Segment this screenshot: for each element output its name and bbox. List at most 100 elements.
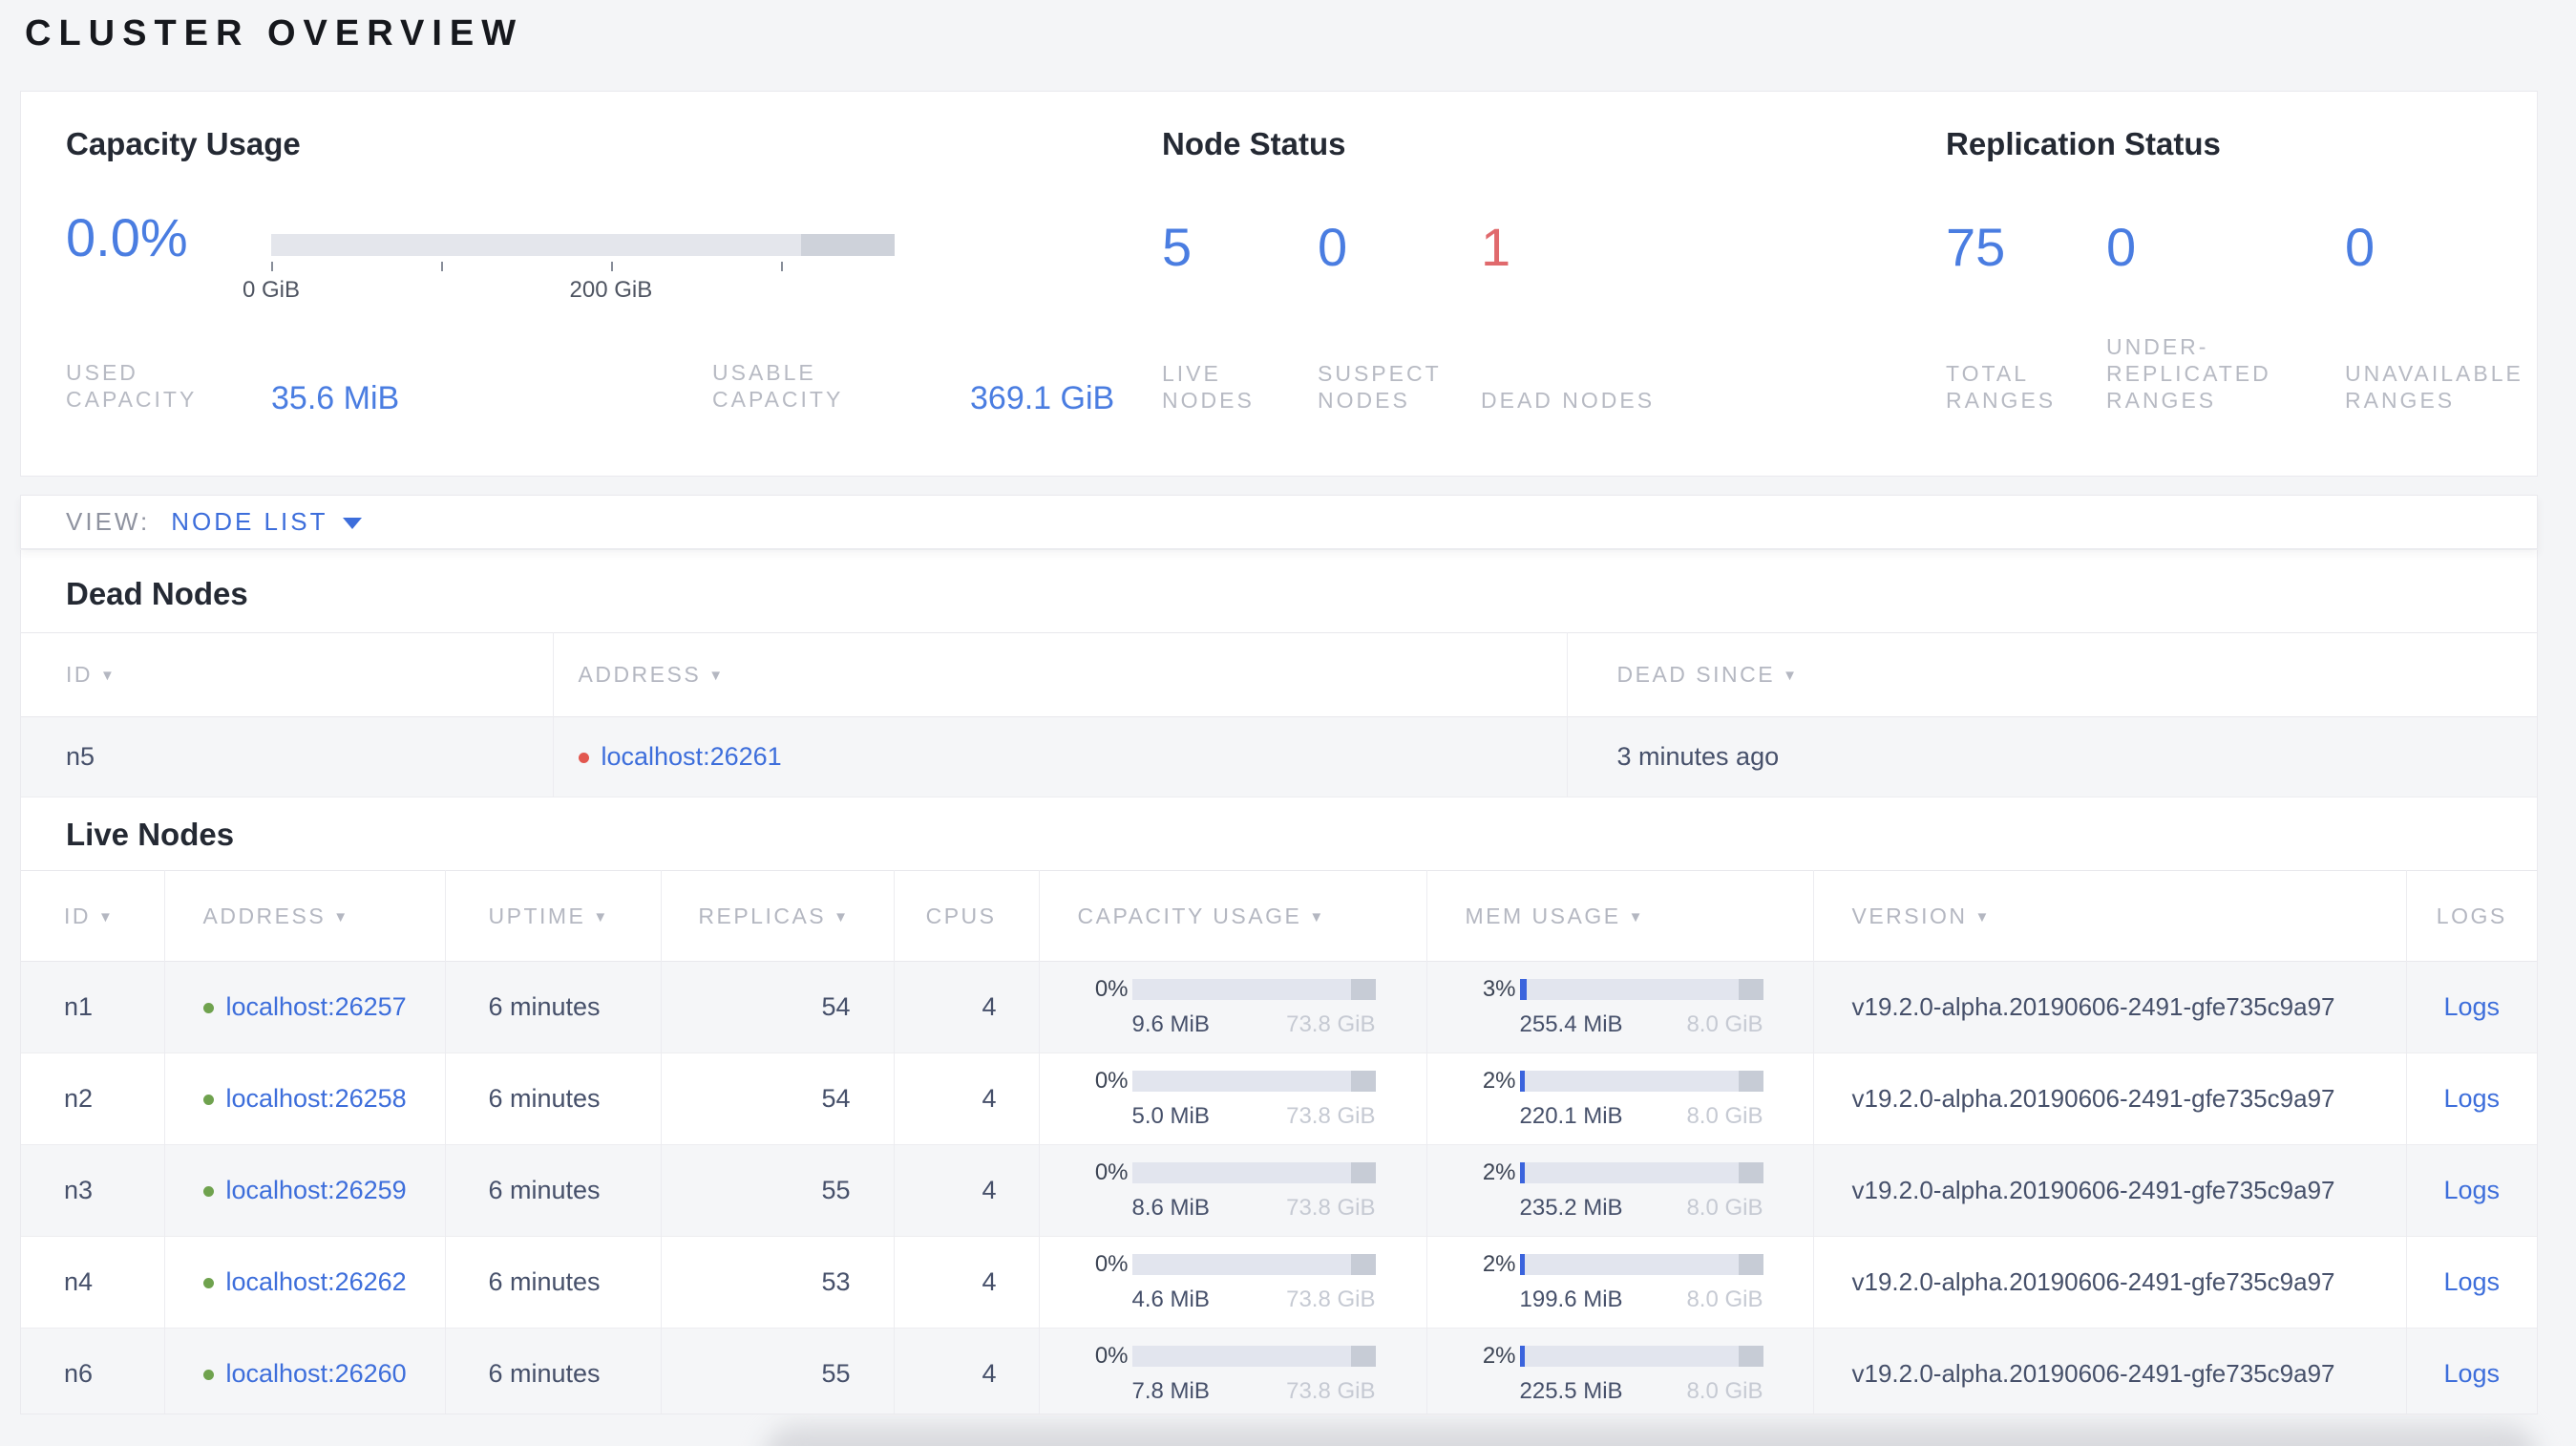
replication-stats: 75 TOTAL RANGES 0 UNDER-REPLICATED RANGE…	[1946, 217, 2521, 414]
capacity-total-value: 73.8 GiB	[1286, 1011, 1376, 1037]
mem-used-value: 235.2 MiB	[1519, 1195, 1623, 1221]
capacity-total-value: 73.8 GiB	[1286, 1378, 1376, 1404]
sort-desc-icon: ▼	[708, 668, 726, 684]
mem-total-value: 8.0 GiB	[1686, 1195, 1763, 1221]
capacity-usage-cell: 0% 9.6 MiB 73.8 GiB	[1078, 976, 1426, 1038]
view-label: VIEW:	[66, 507, 151, 536]
mem-bar-reserved-segment	[1739, 1346, 1763, 1367]
unavailable-ranges-stat: 0 UNAVAILABLE RANGES	[2345, 217, 2521, 414]
live-node-version: v19.2.0-alpha.20190606-2491-gfe735c9a97	[1851, 1267, 2335, 1296]
usable-capacity-label: USABLE CAPACITY	[712, 360, 844, 412]
mem-bar-fill	[1519, 1254, 1525, 1275]
capacity-percent-label: 0%	[1094, 1343, 1129, 1369]
mem-mini-bar	[1519, 1346, 1763, 1367]
live-node-version: v19.2.0-alpha.20190606-2491-gfe735c9a97	[1851, 1084, 2335, 1113]
mem-used-value: 199.6 MiB	[1519, 1287, 1623, 1312]
summary-card: Capacity Usage 0.0% 0 GiB 200 GiB USED C…	[20, 91, 2538, 477]
live-node-address-link[interactable]: localhost:26259	[225, 1176, 407, 1204]
mem-bar-fill	[1519, 1346, 1525, 1367]
sort-desc-icon: ▼	[98, 908, 116, 925]
live-node-replicas: 55	[661, 1328, 895, 1414]
sort-desc-icon: ▼	[1974, 908, 1992, 925]
live-col-header-address[interactable]: ADDRESS ▼	[164, 870, 446, 962]
dead-col-header-address[interactable]: ADDRESS ▼	[553, 632, 1568, 717]
node-status-panel: Node Status 5 LIVE NODES 0 SUSPECT NODES…	[1162, 92, 1926, 476]
sort-desc-icon: ▼	[1783, 668, 1800, 684]
node-status-stats: 5 LIVE NODES 0 SUSPECT NODES 1 DEAD NODE…	[1162, 219, 1672, 414]
live-node-id: n6	[21, 1328, 165, 1414]
mem-usage-cell: 2% 225.5 MiB 8.0 GiB	[1466, 1343, 1813, 1405]
capacity-percent-label: 0%	[1094, 1159, 1129, 1185]
capacity-used-value: 9.6 MiB	[1131, 1011, 1210, 1037]
dead-node-address-link[interactable]: localhost:26261	[601, 742, 782, 771]
below-fold-content-shadow	[764, 1425, 2538, 1446]
page-title: CLUSTER OVERVIEW	[25, 13, 524, 53]
dead-col-header-dead-since[interactable]: DEAD SINCE ▼	[1616, 662, 1800, 687]
capacity-used-value: 5.0 MiB	[1131, 1103, 1210, 1129]
capacity-bar-reserved-segment	[1351, 979, 1376, 1000]
logs-link[interactable]: Logs	[2443, 1176, 2501, 1204]
used-capacity-label: USED CAPACITY	[66, 360, 198, 412]
capacity-mini-bar	[1131, 1254, 1376, 1275]
capacity-bar-reserved-segment	[1351, 1346, 1376, 1367]
mem-bar-fill	[1519, 1162, 1525, 1183]
sort-desc-icon: ▼	[333, 908, 350, 925]
nodes-card: Dead Nodes ID ▼ ADDRESS ▼ DEAD SINCE ▼ n5 l…	[20, 550, 2538, 1414]
logs-link[interactable]: Logs	[2443, 1267, 2501, 1296]
logs-link[interactable]: Logs	[2443, 992, 2501, 1021]
live-col-header-replicas[interactable]: REPLICAS ▼	[661, 870, 895, 962]
mem-total-value: 8.0 GiB	[1686, 1378, 1763, 1404]
capacity-used-value: 7.8 MiB	[1131, 1378, 1210, 1404]
usable-capacity-value: 369.1 GiB	[970, 380, 1115, 416]
chevron-down-icon	[343, 518, 363, 529]
total-ranges-count: 75	[1946, 217, 2006, 277]
view-dropdown[interactable]: NODE LIST	[171, 507, 363, 537]
live-node-address-link[interactable]: localhost:26260	[225, 1359, 407, 1388]
capacity-mini-bar	[1131, 1346, 1376, 1367]
capacity-bar-reserved-segment	[1351, 1071, 1376, 1092]
view-bar: VIEW: NODE LIST	[20, 495, 2538, 549]
live-col-header-mem-usage[interactable]: MEM USAGE ▼	[1426, 870, 1814, 962]
capacity-bar-track	[271, 234, 895, 256]
sort-desc-icon: ▼	[593, 908, 610, 925]
unavailable-ranges-count: 0	[2345, 217, 2375, 277]
live-node-address-link[interactable]: localhost:26258	[225, 1084, 407, 1113]
live-node-address-link[interactable]: localhost:26262	[225, 1267, 407, 1296]
node-status-heading: Node Status	[1162, 126, 1346, 161]
capacity-total-value: 73.8 GiB	[1286, 1103, 1376, 1129]
under-replicated-label: UNDER-REPLICATED RANGES	[2106, 334, 2271, 413]
live-col-header-version[interactable]: VERSION ▼	[1813, 870, 2407, 962]
live-node-uptime: 6 minutes	[445, 1236, 662, 1329]
mem-percent-label: 3%	[1482, 976, 1516, 1002]
capacity-total-value: 73.8 GiB	[1286, 1195, 1376, 1221]
live-nodes-label: LIVE NODES	[1162, 361, 1255, 413]
capacity-percent-label: 0%	[1094, 976, 1129, 1002]
mem-bar-reserved-segment	[1739, 979, 1763, 1000]
mem-bar-fill	[1519, 979, 1528, 1000]
live-col-header-uptime[interactable]: UPTIME ▼	[445, 870, 662, 962]
logs-link[interactable]: Logs	[2443, 1084, 2501, 1113]
live-col-header-cpus: CPUS	[894, 870, 1040, 962]
dead-nodes-table: ID ▼ ADDRESS ▼ DEAD SINCE ▼ n5 localhost:26…	[21, 632, 2537, 797]
view-dropdown-selected: NODE LIST	[171, 507, 328, 536]
live-node-uptime: 6 minutes	[445, 1053, 662, 1145]
live-node-uptime: 6 minutes	[445, 1328, 662, 1414]
live-node-cpus: 4	[894, 1236, 1040, 1329]
logs-link[interactable]: Logs	[2443, 1359, 2501, 1388]
dead-col-header-id[interactable]: ID ▼	[21, 632, 554, 717]
dead-node-id: n5	[21, 716, 554, 797]
live-col-header-capacity-usage[interactable]: CAPACITY USAGE ▼	[1039, 870, 1427, 962]
capacity-usage-panel: Capacity Usage 0.0% 0 GiB 200 GiB USED C…	[66, 92, 1154, 476]
capacity-usage-cell: 0% 8.6 MiB 73.8 GiB	[1078, 1159, 1426, 1222]
sort-desc-icon: ▼	[100, 668, 117, 684]
live-status-dot-icon	[202, 1095, 214, 1105]
used-capacity-value: 35.6 MiB	[271, 380, 400, 416]
live-node-cpus: 4	[894, 961, 1040, 1053]
live-col-header-id[interactable]: ID ▼	[21, 870, 165, 962]
live-col-header-logs: LOGS	[2436, 903, 2507, 928]
live-status-dot-icon	[202, 1370, 214, 1380]
sort-desc-icon: ▼	[834, 908, 851, 925]
live-node-address-link[interactable]: localhost:26257	[225, 992, 407, 1021]
live-node-version: v19.2.0-alpha.20190606-2491-gfe735c9a97	[1851, 1176, 2335, 1204]
